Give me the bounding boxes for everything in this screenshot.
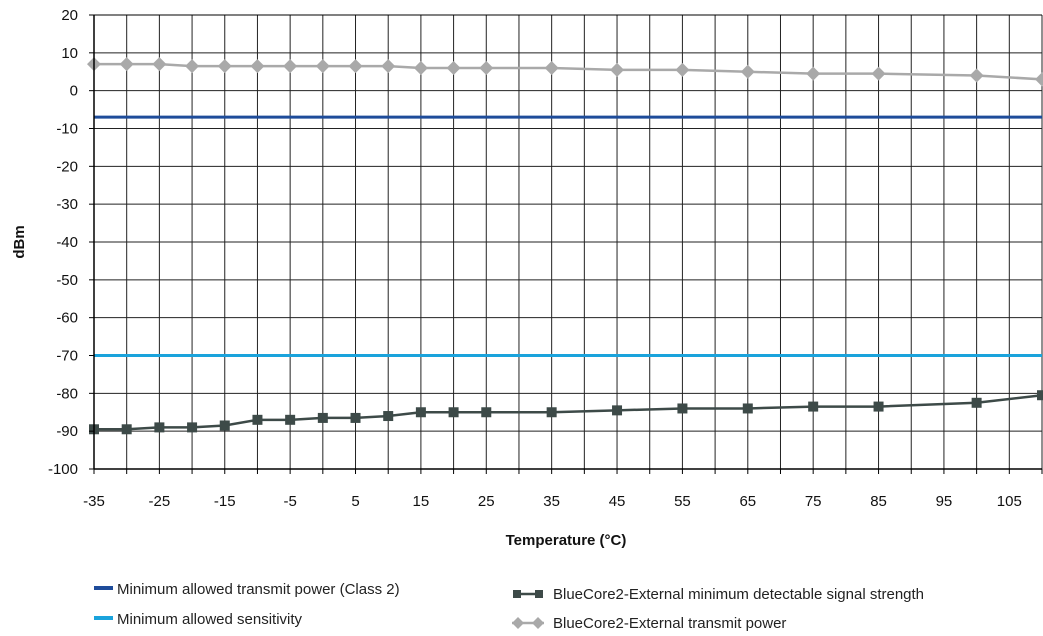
- data-point-square: [873, 401, 884, 412]
- y-tick-label: -80: [56, 385, 78, 402]
- data-point-diamond: [544, 60, 559, 75]
- legend-label-min-sensitivity: Minimum allowed sensitivity: [117, 611, 303, 628]
- data-point-diamond: [152, 57, 167, 72]
- x-tick-label: 5: [351, 493, 359, 510]
- legend-swatch-min-sensitivity: [94, 616, 113, 620]
- legend-item-min-transmit-power: Minimum allowed transmit power (Class 2): [94, 581, 400, 598]
- y-tick-label: 10: [61, 45, 78, 62]
- x-tick-label: 25: [478, 493, 495, 510]
- x-tick-label: 75: [805, 493, 822, 510]
- data-point-diamond: [446, 60, 461, 75]
- data-point-square: [187, 422, 198, 433]
- data-point-square: [285, 414, 296, 425]
- x-tick-label: -25: [149, 493, 171, 510]
- x-tick-label: -5: [283, 493, 296, 510]
- legend-swatch-marker-min-detectable-signal: [513, 590, 521, 598]
- y-tick-label: -70: [56, 348, 78, 365]
- x-tick-label: -35: [83, 493, 105, 510]
- data-point-diamond: [348, 59, 363, 74]
- y-tick-label: -40: [56, 234, 78, 251]
- legend-label-min-transmit-power: Minimum allowed transmit power (Class 2): [117, 581, 400, 598]
- data-point-diamond: [871, 66, 886, 81]
- data-point-square: [1037, 390, 1043, 401]
- reference-lines: [94, 115, 1042, 357]
- data-point-diamond: [381, 59, 396, 74]
- y-tick-label: -100: [48, 461, 78, 478]
- data-point-square: [612, 405, 623, 416]
- data-point-diamond: [806, 66, 821, 81]
- data-point-square: [350, 412, 361, 423]
- data-point-square: [317, 412, 328, 423]
- data-point-square: [219, 420, 230, 431]
- data-point-diamond: [283, 59, 298, 74]
- y-tick-label: -20: [56, 158, 78, 175]
- y-tick-label: -50: [56, 272, 78, 289]
- y-axis-title: dBm: [11, 225, 28, 258]
- legend-swatch-marker-min-detectable-signal: [535, 590, 543, 598]
- data-point-square: [742, 403, 753, 414]
- x-axis-title: Temperature (°C): [506, 532, 627, 549]
- legend-label-min-detectable-signal: BlueCore2-External minimum detectable si…: [553, 586, 924, 603]
- data-point-diamond: [675, 62, 690, 77]
- series-line-2: [94, 393, 1043, 431]
- legend-item-min-sensitivity: Minimum allowed sensitivity: [94, 611, 303, 628]
- x-tick-label: 105: [997, 493, 1022, 510]
- x-tick-label: 35: [543, 493, 560, 510]
- legend: Minimum allowed transmit power (Class 2)…: [94, 581, 924, 632]
- series-line-3: [94, 62, 1043, 81]
- data-point-square: [415, 407, 426, 418]
- x-tick-labels: -35 -25 -15 -5 5 15 25 35 45 55 65 75 85 95 105: [83, 493, 1022, 510]
- data-point-square: [448, 407, 459, 418]
- axes: [89, 14, 1043, 474]
- x-tick-label: 45: [609, 493, 626, 510]
- y-tick-label: -30: [56, 196, 78, 213]
- x-tick-label: 65: [739, 493, 756, 510]
- y-tick-labels: 20 10 0 -10 -20 -30 -40 -50 -60 -70 -80 -90 -100: [48, 7, 78, 478]
- legend-label-transmit-power: BlueCore2-External transmit power: [553, 615, 786, 632]
- y-tick-label: -10: [56, 121, 78, 138]
- data-point-diamond: [969, 68, 984, 83]
- data-point-square: [383, 411, 394, 422]
- data-point-square: [808, 401, 819, 412]
- legend-swatch-marker-transmit-power: [532, 617, 544, 629]
- data-point-square: [546, 407, 557, 418]
- data-point-diamond: [1035, 72, 1043, 87]
- legend-swatch-marker-transmit-power: [512, 617, 524, 629]
- data-point-square: [121, 424, 132, 435]
- data-point-square: [971, 397, 982, 408]
- legend-swatch-min-transmit-power: [94, 586, 113, 590]
- data-point-diamond: [740, 64, 755, 79]
- data-point-diamond: [250, 59, 265, 74]
- legend-item-min-detectable-signal: BlueCore2-External minimum detectable si…: [513, 586, 924, 603]
- data-point-square: [154, 422, 165, 433]
- data-point-square: [677, 403, 688, 414]
- data-point-diamond: [610, 62, 625, 77]
- data-point-diamond: [479, 60, 494, 75]
- series-layer: [87, 57, 1043, 435]
- data-point-diamond: [119, 57, 134, 72]
- data-point-square: [252, 414, 263, 425]
- y-tick-label: 20: [61, 7, 78, 24]
- x-tick-label: 95: [936, 493, 953, 510]
- y-tick-label: -90: [56, 423, 78, 440]
- data-point-diamond: [413, 60, 428, 75]
- data-point-diamond: [185, 59, 200, 74]
- y-tick-label: 0: [70, 83, 78, 100]
- grid: [93, 14, 1043, 470]
- legend-item-transmit-power: BlueCore2-External transmit power: [512, 615, 786, 632]
- x-tick-label: 55: [674, 493, 691, 510]
- data-point-diamond: [217, 59, 232, 74]
- x-tick-label: 15: [413, 493, 430, 510]
- data-point-diamond: [315, 59, 330, 74]
- x-tick-label: -15: [214, 493, 236, 510]
- x-tick-label: 85: [870, 493, 887, 510]
- data-point-square: [481, 407, 492, 418]
- y-tick-label: -60: [56, 310, 78, 327]
